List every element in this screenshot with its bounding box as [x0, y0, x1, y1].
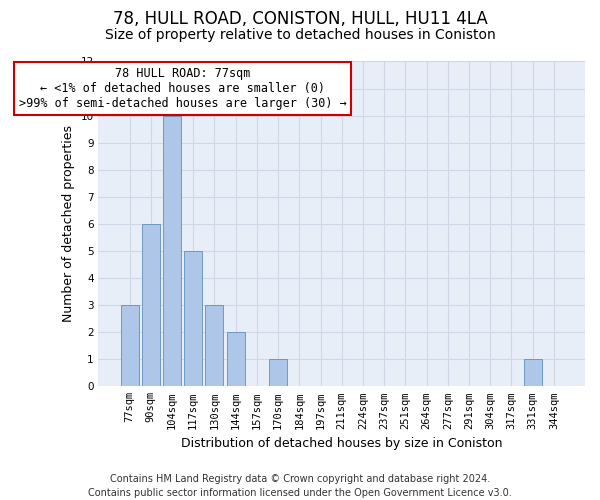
Y-axis label: Number of detached properties: Number of detached properties	[62, 126, 75, 322]
X-axis label: Distribution of detached houses by size in Coniston: Distribution of detached houses by size …	[181, 437, 502, 450]
Text: Contains HM Land Registry data © Crown copyright and database right 2024.
Contai: Contains HM Land Registry data © Crown c…	[88, 474, 512, 498]
Bar	[184, 251, 202, 386]
Bar	[205, 305, 223, 386]
Bar	[142, 224, 160, 386]
Bar	[524, 359, 542, 386]
Bar	[163, 116, 181, 386]
Text: 78 HULL ROAD: 77sqm
← <1% of detached houses are smaller (0)
>99% of semi-detach: 78 HULL ROAD: 77sqm ← <1% of detached ho…	[19, 67, 346, 110]
Text: 78, HULL ROAD, CONISTON, HULL, HU11 4LA: 78, HULL ROAD, CONISTON, HULL, HU11 4LA	[113, 10, 487, 28]
Bar	[269, 359, 287, 386]
Bar	[121, 305, 139, 386]
Text: Size of property relative to detached houses in Coniston: Size of property relative to detached ho…	[104, 28, 496, 42]
Bar	[227, 332, 245, 386]
